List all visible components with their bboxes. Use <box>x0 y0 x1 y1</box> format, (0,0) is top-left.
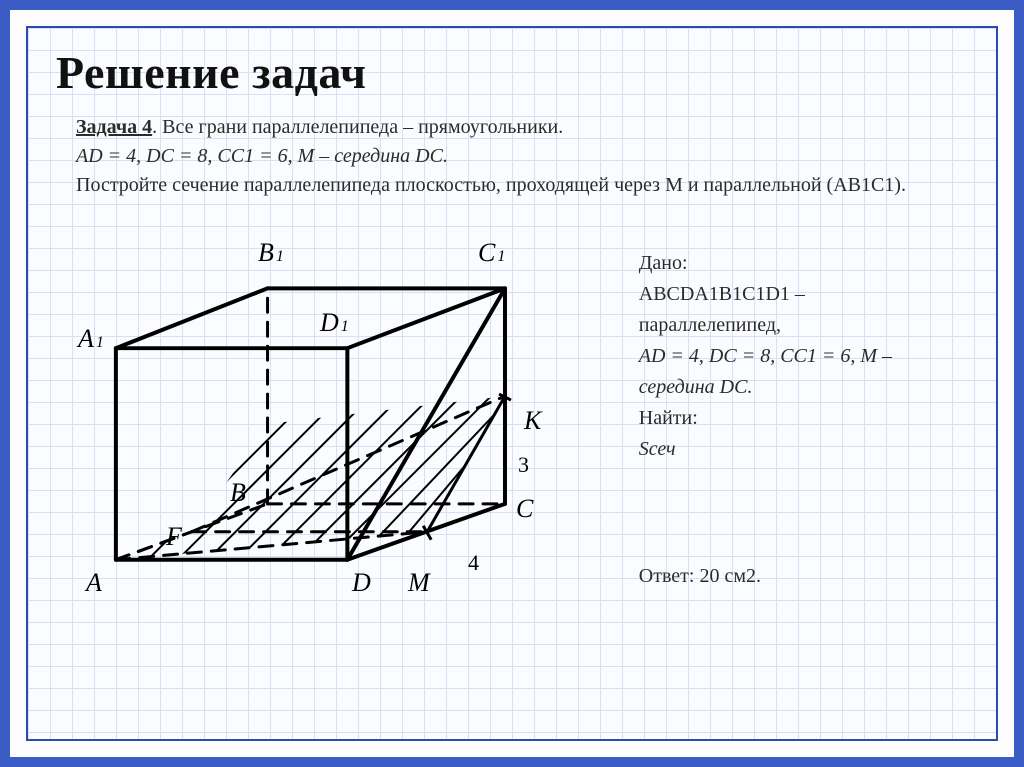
problem-statement: Задача 4. Все грани параллелепипеда – пр… <box>56 113 968 200</box>
vertex-D1: D1 <box>320 308 349 338</box>
vertex-B: B <box>230 478 246 508</box>
vertex-F: F <box>166 522 182 552</box>
find-value: Sсеч <box>639 434 968 465</box>
vertex-D: D <box>352 568 371 598</box>
parallelepiped-diagram: A1 B1 C1 D1 A B C D M K F 4 3 <box>68 240 607 620</box>
given-block: Дано: ABCDA1B1C1D1 – параллелепипед, AD … <box>639 240 968 588</box>
given-line2: параллелепипед, <box>639 310 968 341</box>
vertex-K: K <box>524 406 541 436</box>
page-title: Решение задач <box>56 46 968 99</box>
dim-4: 4 <box>468 550 479 576</box>
vertex-A1: A1 <box>78 324 104 354</box>
vertex-C1: C1 <box>478 238 505 268</box>
vertex-B1: B1 <box>258 238 284 268</box>
problem-line2: AD = 4, DC = 8, CC1 = 6, M – середина DC… <box>76 145 448 167</box>
find-label: Найти: <box>639 403 968 434</box>
vertex-A: A <box>86 568 102 598</box>
dim-3: 3 <box>518 452 529 478</box>
given-line1: ABCDA1B1C1D1 – <box>639 279 968 310</box>
vertex-M: M <box>408 568 430 598</box>
problem-line1: . Все грани параллелепипеда – прямоуголь… <box>152 116 563 138</box>
problem-line3: Постройте сечение параллелепипеда плоско… <box>76 174 906 196</box>
answer: Ответ: 20 см2. <box>639 565 968 588</box>
vertex-C: C <box>516 494 533 524</box>
problem-label: Задача 4 <box>76 116 152 138</box>
given-line3: AD = 4, DC = 8, CC1 = 6, M – середина DC… <box>639 341 968 403</box>
given-heading: Дано: <box>639 248 968 279</box>
